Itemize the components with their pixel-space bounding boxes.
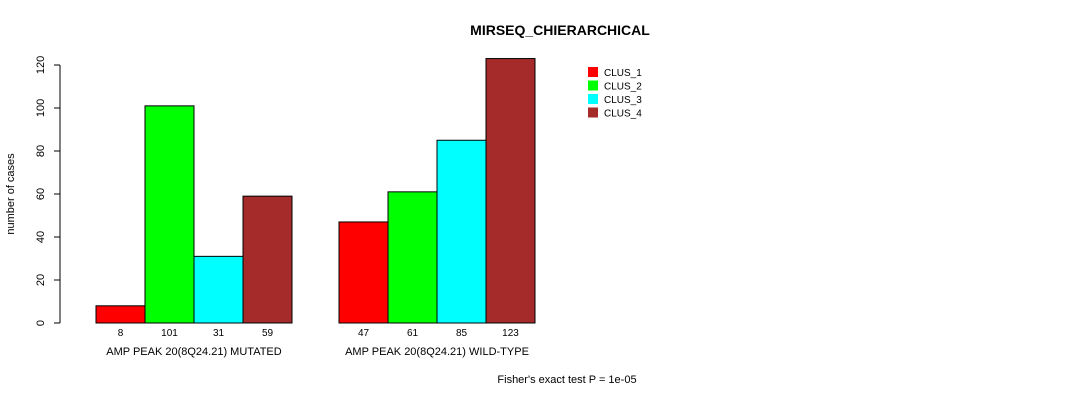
legend-label-clus-1: CLUS_1 bbox=[604, 68, 642, 79]
bars bbox=[95, 58, 536, 324]
bar-count-label: 61 bbox=[407, 328, 419, 339]
legend-label-clus-3: CLUS_3 bbox=[604, 95, 642, 106]
legend-swatch-clus-1 bbox=[588, 67, 598, 77]
bar-clus-3-group-1 bbox=[193, 255, 244, 324]
legend: CLUS_1 CLUS_2 CLUS_3 CLUS_4 bbox=[588, 67, 642, 120]
group-label-1: AMP PEAK 20(8Q24.21) MUTATED bbox=[106, 346, 282, 358]
group-label-2: AMP PEAK 20(8Q24.21) WILD-TYPE bbox=[345, 346, 529, 358]
bar-count-label: 85 bbox=[456, 328, 468, 339]
bar-clus-4-group-1 bbox=[242, 195, 293, 324]
y-axis-label: number of cases bbox=[5, 153, 17, 235]
bar-clus-2-group-1 bbox=[144, 105, 195, 324]
bar-clus-1-group-2 bbox=[338, 221, 389, 324]
fisher-test-footnote: Fisher's exact test P = 1e-05 bbox=[497, 374, 636, 386]
bar-count-label: 47 bbox=[358, 328, 370, 339]
bar-clus-3-group-2 bbox=[436, 139, 487, 324]
bar-count-label: 31 bbox=[213, 328, 225, 339]
legend-swatch-clus-2 bbox=[588, 80, 598, 91]
legend-swatch-clus-3 bbox=[588, 94, 598, 104]
bar-count-label: 59 bbox=[262, 328, 274, 339]
legend-label-clus-2: CLUS_2 bbox=[604, 82, 642, 93]
y-tick-label: 20 bbox=[35, 274, 47, 286]
y-tick-label: 0 bbox=[35, 320, 47, 326]
y-tick-label: 40 bbox=[35, 231, 47, 243]
count-labels: 8 101 31 59 47 61 85 123 bbox=[118, 328, 520, 339]
bar-count-label: 8 bbox=[118, 328, 124, 339]
y-tick-label: 120 bbox=[35, 56, 47, 74]
bar-count-label: 101 bbox=[161, 328, 178, 339]
y-tick-label: 80 bbox=[35, 145, 47, 157]
chart-title: MIRSEQ_CHIERARCHICAL bbox=[470, 22, 650, 38]
bar-clus-2-group-2 bbox=[387, 191, 438, 324]
bar-clus-1-group-1 bbox=[95, 305, 146, 324]
y-tick-label: 100 bbox=[35, 99, 47, 117]
legend-label-clus-4: CLUS_4 bbox=[604, 109, 642, 120]
legend-swatch-clus-4 bbox=[588, 107, 598, 118]
y-tick-label: 60 bbox=[35, 188, 47, 200]
group-labels: AMP PEAK 20(8Q24.21) MUTATED AMP PEAK 20(… bbox=[106, 346, 529, 358]
bar-clus-4-group-2 bbox=[485, 58, 536, 324]
bar-count-label: 123 bbox=[502, 328, 519, 339]
y-axis: 0 20 40 60 80 100 120 bbox=[35, 56, 61, 326]
